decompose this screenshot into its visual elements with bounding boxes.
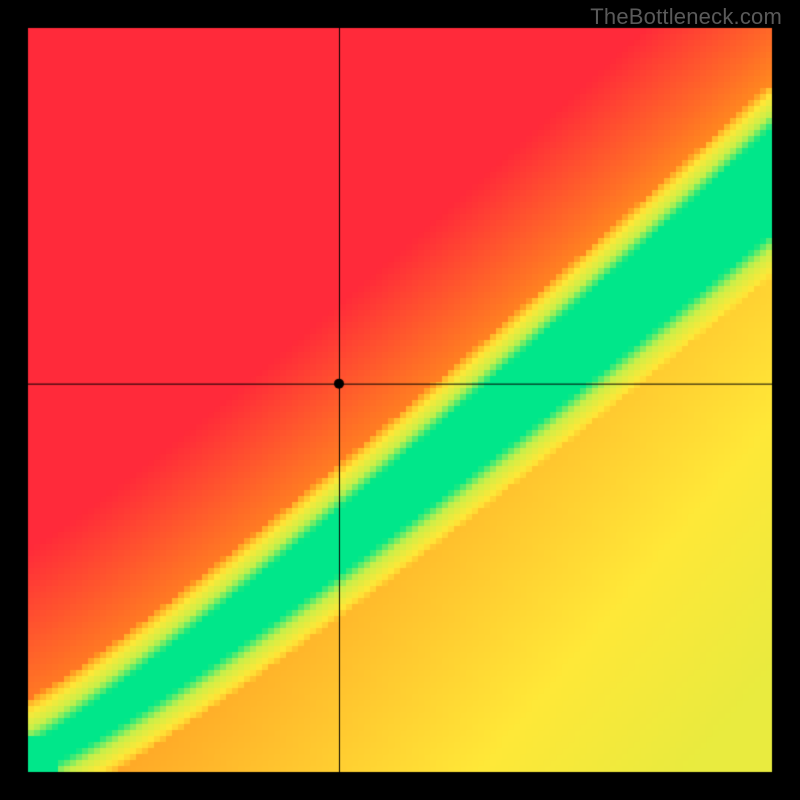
bottleneck-heatmap-canvas [0,0,800,800]
chart-container: TheBottleneck.com [0,0,800,800]
watermark-label: TheBottleneck.com [590,4,782,30]
